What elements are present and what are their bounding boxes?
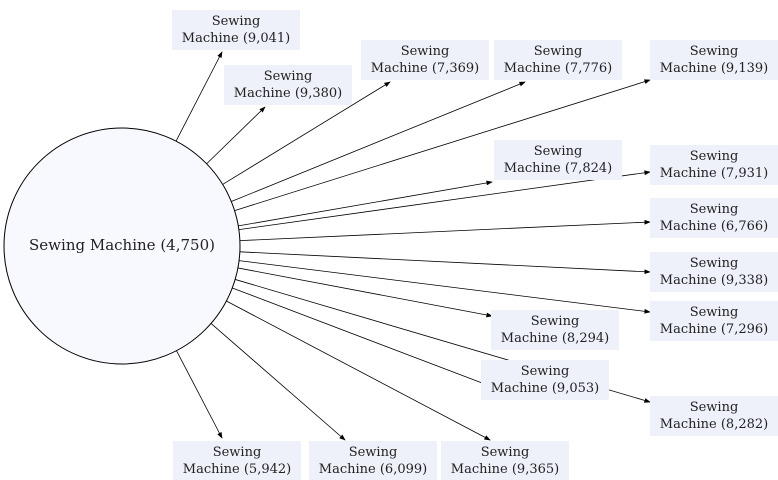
node-label: Machine (9,338) — [659, 273, 769, 288]
node-label: Sewing — [533, 144, 583, 159]
node-label: Machine (7,296) — [659, 322, 769, 337]
edge — [176, 350, 223, 439]
edge — [231, 81, 526, 202]
edge — [226, 300, 491, 441]
edge — [222, 81, 391, 185]
node-label: Machine (7,369) — [370, 61, 480, 76]
node-label: Sewing — [689, 149, 739, 164]
node-label: Machine (6,099) — [318, 462, 428, 477]
edge — [232, 287, 491, 387]
node: Sewing Machine (9,139) — [650, 40, 778, 80]
center-node — [3, 127, 241, 365]
edge — [239, 251, 651, 275]
node: Sewing Machine (5,942) — [173, 441, 301, 480]
node-label: Sewing — [689, 400, 739, 415]
node-label: Sewing — [520, 364, 570, 379]
node: Sewing Machine (7,296) — [650, 301, 778, 341]
node: Sewing Machine (8,294) — [491, 310, 619, 350]
node: Sewing Machine (7,824) — [494, 140, 622, 180]
node: Sewing Machine (9,365) — [441, 441, 569, 480]
edge — [238, 180, 493, 227]
edge — [234, 79, 651, 211]
node-label: Machine (6,766) — [659, 219, 769, 234]
edge — [239, 219, 651, 242]
node-label: Sewing — [689, 44, 739, 59]
node-label: Sewing — [689, 305, 739, 320]
node-label: Machine (9,365) — [450, 462, 560, 477]
node-label: Machine (8,282) — [659, 417, 769, 432]
edge — [237, 267, 493, 318]
edge — [238, 170, 651, 231]
node-label: Sewing — [212, 445, 262, 460]
node-label: Sewing — [211, 14, 261, 29]
node-label: Sewing — [689, 256, 739, 271]
node-label: Sewing — [533, 44, 583, 59]
node-label: Machine (9,139) — [659, 61, 769, 76]
node-label: Sewing — [480, 445, 530, 460]
node-label: Machine (9,041) — [181, 31, 291, 46]
node-label: Machine (7,824) — [503, 161, 613, 176]
node-label: Sewing — [348, 445, 398, 460]
node: Sewing Machine (7,369) — [361, 40, 489, 80]
node: Sewing Machine (9,041) — [172, 10, 300, 50]
node-label: Sewing — [400, 44, 450, 59]
node: Sewing Machine (6,766) — [650, 198, 778, 238]
node: Sewing Machine (6,099) — [309, 441, 437, 480]
edge — [239, 260, 651, 314]
node-label: Machine (5,942) — [182, 462, 292, 477]
node-label: Sewing — [530, 314, 580, 329]
node: Sewing Machine (9,338) — [650, 252, 778, 292]
edge — [210, 323, 346, 441]
node-label: Sewing — [263, 69, 313, 84]
node-label: Machine (8,294) — [500, 331, 610, 346]
node: Sewing Machine (8,282) — [650, 396, 778, 436]
node: Sewing Machine (7,776) — [494, 40, 622, 80]
node-label: Machine (9,053) — [490, 381, 600, 396]
node: Sewing Machine (7,931) — [650, 145, 778, 185]
node: Sewing Machine (9,380) — [224, 65, 352, 105]
node-label: Machine (7,931) — [659, 166, 769, 181]
edge — [206, 106, 266, 165]
node: Sewing Machine (9,053) — [481, 360, 609, 400]
center-label: Sewing Machine (4,750) — [29, 236, 215, 254]
node-label: Machine (9,380) — [233, 86, 343, 101]
edge — [175, 51, 223, 142]
node-label: Machine (7,776) — [503, 61, 613, 76]
node-label: Sewing — [689, 202, 739, 217]
